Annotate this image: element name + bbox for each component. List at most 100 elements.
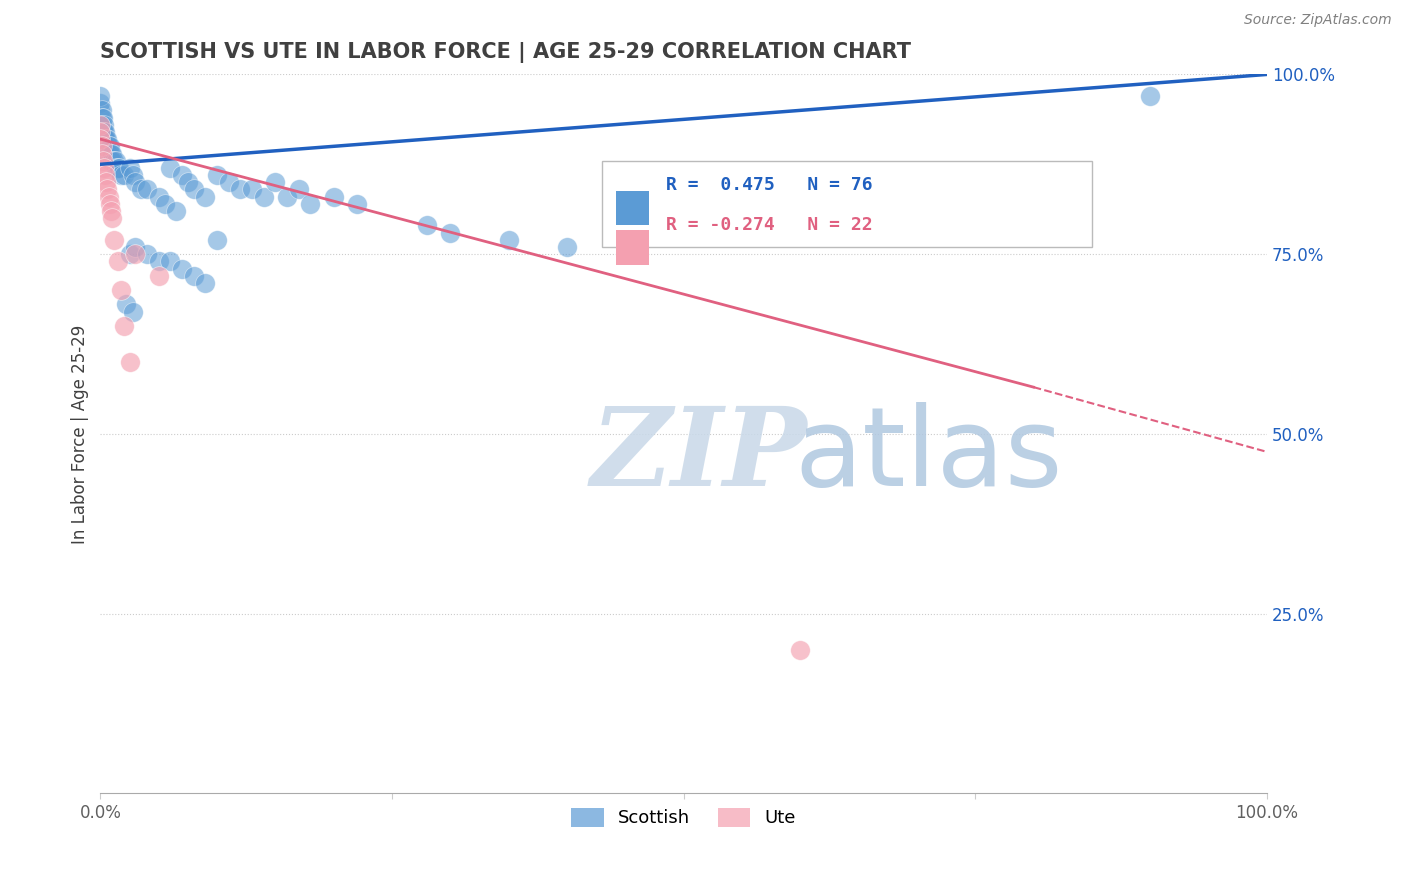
Scottish <box>94 132 117 146</box>
Ute <box>124 247 146 261</box>
Ute <box>118 355 141 369</box>
Text: atlas: atlas <box>794 402 1063 509</box>
Ute <box>89 132 111 146</box>
Scottish <box>276 189 298 203</box>
Ute <box>98 197 121 211</box>
Scottish <box>1139 89 1161 103</box>
Ute <box>103 233 125 247</box>
Scottish <box>104 161 127 175</box>
Scottish <box>136 247 159 261</box>
Scottish <box>165 204 187 219</box>
Scottish <box>103 153 125 168</box>
Scottish <box>253 189 276 203</box>
FancyBboxPatch shape <box>616 230 648 265</box>
Scottish <box>91 125 114 139</box>
Scottish <box>229 182 252 196</box>
Ute <box>90 146 112 161</box>
Text: R = -0.274   N = 22: R = -0.274 N = 22 <box>666 217 873 235</box>
Scottish <box>91 111 114 125</box>
Ute <box>112 319 135 334</box>
Ute <box>93 161 115 175</box>
Scottish <box>115 297 138 311</box>
Ute <box>89 125 111 139</box>
Scottish <box>94 125 117 139</box>
Scottish <box>118 161 141 175</box>
Y-axis label: In Labor Force | Age 25-29: In Labor Force | Age 25-29 <box>72 325 89 543</box>
Scottish <box>205 233 228 247</box>
Text: R =  0.475   N = 76: R = 0.475 N = 76 <box>666 176 873 194</box>
Scottish <box>94 139 117 153</box>
Scottish <box>100 146 122 161</box>
Scottish <box>148 189 170 203</box>
Scottish <box>98 153 121 168</box>
Scottish <box>124 240 146 254</box>
Scottish <box>240 182 263 196</box>
Scottish <box>205 168 228 182</box>
Scottish <box>194 189 217 203</box>
Scottish <box>90 118 112 132</box>
Ute <box>110 283 132 297</box>
FancyBboxPatch shape <box>616 191 648 226</box>
Scottish <box>299 197 322 211</box>
Scottish <box>439 226 461 240</box>
Ute <box>96 182 118 196</box>
Ute <box>789 642 811 657</box>
Scottish <box>101 146 124 161</box>
Scottish <box>89 96 111 111</box>
Ute <box>97 189 120 203</box>
Scottish <box>122 304 145 318</box>
Scottish <box>218 175 240 189</box>
Scottish <box>346 197 368 211</box>
Scottish <box>170 168 193 182</box>
Scottish <box>264 175 287 189</box>
Ute <box>100 204 122 219</box>
Scottish <box>93 125 115 139</box>
Scottish <box>97 139 120 153</box>
Scottish <box>98 139 121 153</box>
Scottish <box>89 132 111 146</box>
Ute <box>94 168 117 182</box>
Scottish <box>555 240 578 254</box>
Scottish <box>129 182 152 196</box>
Scottish <box>89 89 111 103</box>
Ute <box>101 211 124 226</box>
Scottish <box>159 161 181 175</box>
Scottish <box>177 175 200 189</box>
Scottish <box>124 175 146 189</box>
Ute <box>89 118 111 132</box>
Ute <box>90 139 112 153</box>
Scottish <box>96 146 118 161</box>
Scottish <box>159 254 181 268</box>
Scottish <box>90 103 112 118</box>
Scottish <box>93 118 115 132</box>
Scottish <box>287 182 309 196</box>
Scottish <box>108 161 131 175</box>
Scottish <box>104 153 127 168</box>
Scottish <box>122 168 145 182</box>
FancyBboxPatch shape <box>602 161 1092 247</box>
Scottish <box>153 197 176 211</box>
Scottish <box>183 268 205 283</box>
Scottish <box>97 146 120 161</box>
Scottish <box>112 168 135 182</box>
Scottish <box>498 233 520 247</box>
Scottish <box>194 276 217 290</box>
Scottish <box>96 132 118 146</box>
Scottish <box>96 132 118 146</box>
Legend: Scottish, Ute: Scottish, Ute <box>564 801 803 835</box>
Ute <box>96 175 118 189</box>
Scottish <box>110 168 132 182</box>
Scottish <box>90 111 112 125</box>
Scottish <box>107 161 129 175</box>
Scottish <box>89 118 111 132</box>
Scottish <box>96 139 118 153</box>
Text: ZIP: ZIP <box>591 401 807 509</box>
Ute <box>148 268 170 283</box>
Scottish <box>170 261 193 276</box>
Ute <box>107 254 129 268</box>
Scottish <box>148 254 170 268</box>
Scottish <box>101 153 124 168</box>
Ute <box>91 153 114 168</box>
Text: SCOTTISH VS UTE IN LABOR FORCE | AGE 25-29 CORRELATION CHART: SCOTTISH VS UTE IN LABOR FORCE | AGE 25-… <box>100 42 911 62</box>
Scottish <box>322 189 344 203</box>
